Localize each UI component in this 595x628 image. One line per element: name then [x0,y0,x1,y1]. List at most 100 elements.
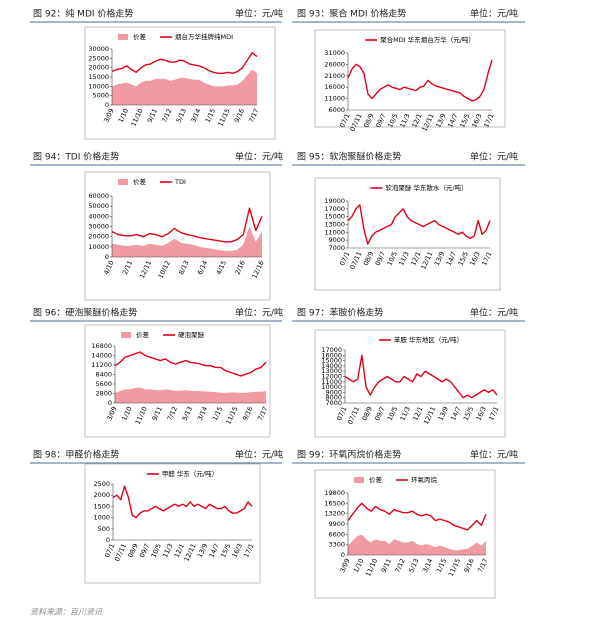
legend-swatch [121,332,131,338]
y-tick-label: 11000 [324,228,345,236]
y-tick-label: 0 [341,551,345,559]
y-tick-label: 500 [98,525,110,533]
chart-frame [314,469,496,599]
y-tick-label: 14000 [321,362,342,370]
y-tick-label: 10000 [321,383,342,391]
legend: 价差 TDI [118,177,186,186]
y-tick-label: 12000 [321,373,342,381]
y-tick-label: 13200 [324,510,345,518]
y-tick-label: 17000 [321,346,342,354]
y-tick-label: 15000 [88,73,109,81]
legend-label: 价差 [133,32,147,41]
legend-label: 价差 [369,475,383,484]
figure-title: 图 98：甲醛价格走势 [33,449,119,461]
y-tick-label: 26000 [324,60,345,68]
y-tick-label: 1000 [93,514,110,522]
legend: 价差 烟台万华挂牌纯MDI [118,32,233,41]
figure-title: 图 92：纯 MDI 价格走势 [33,8,133,20]
legend: 聚合MDI 华东烟台万华（元/吨） [365,35,475,44]
y-tick-label: 19000 [324,197,345,205]
legend: 价差 硬泡聚醚 [121,330,205,339]
chart-frame [84,463,261,584]
y-tick-label: 9000 [328,236,345,244]
y-tick-label: 9000 [325,388,342,396]
y-tick-label: 2500 [93,480,110,488]
unit-label: 单位：元/吨 [470,151,518,163]
price-line [347,204,491,245]
price-line [114,351,267,377]
y-tick-label: 9900 [328,520,345,528]
legend-label: 价差 [136,330,150,339]
unit-label: 单位：元/吨 [235,8,283,20]
y-tick-label: 11200 [91,361,112,369]
legend: 价差 环氧丙烷 [354,475,438,484]
y-tick-label: 16000 [321,351,342,359]
y-tick-label: 2000 [93,491,110,499]
y-tick-label: 15000 [321,357,342,365]
legend-swatch [118,34,128,40]
y-tick-label: 13000 [324,221,345,229]
y-tick-label: 16000 [324,83,345,91]
y-tick-label: 0 [108,399,112,407]
legend-label: 苯胺 华东地区（元/吨） [394,335,463,344]
y-tick-label: 19800 [324,489,345,497]
y-tick-label: 11000 [324,95,345,103]
unit-label: 单位：元/吨 [470,8,518,20]
chart-frame [314,177,501,291]
price-line [344,354,498,399]
legend-label: 软泡聚醚 华东散水（元/吨） [385,183,467,192]
y-tick-label: 13000 [321,367,342,375]
y-tick-label: 1500 [93,502,110,510]
price-line [111,52,258,74]
spread-area [112,69,257,105]
legend-swatch [354,477,364,483]
unit-label: 单位：元/吨 [470,449,518,461]
figure-title: 图 96：硬泡聚醚价格走势 [33,307,137,319]
legend-label: 甲醛 华东（元/吨） [162,469,218,478]
figure-title: 图 95：软泡聚醚价格走势 [297,151,401,163]
legend: 软泡聚醚 华东散水（元/吨） [370,183,468,192]
chart-frame [84,324,271,438]
figure-title: 图 93：聚合 MDI 价格走势 [297,8,406,20]
spread-area [348,534,486,555]
y-tick-label: 0 [105,253,109,261]
chart-frame [314,329,506,438]
legend-label: TDI [174,178,186,186]
unit-label: 单位：元/吨 [470,307,518,319]
y-tick-label: 3300 [328,541,345,549]
y-tick-label: 7000 [328,244,345,252]
y-tick-label: 60000 [88,192,109,200]
legend-swatch [118,179,128,185]
y-tick-label: 14000 [91,352,112,360]
legend: 甲醛 华东（元/吨） [146,469,218,478]
y-tick-label: 25000 [88,54,109,62]
y-tick-label: 8400 [95,371,112,379]
figure-title: 图 97：苯胺价格走势 [297,307,383,319]
unit-label: 单位：元/吨 [235,449,283,461]
figure-title: 图 94：TDI 价格走势 [33,151,119,163]
legend-label: 硬泡聚醚 [178,330,205,339]
legend-label: 聚合MDI 华东烟台万华（元/吨） [380,35,475,44]
y-tick-label: 31000 [324,49,345,57]
y-tick-label: 20000 [88,233,109,241]
source-note: 资料来源：百川资讯 [30,608,103,617]
y-tick-label: 16500 [324,499,345,507]
y-tick-label: 40000 [88,212,109,220]
y-tick-label: 7000 [325,399,342,407]
legend-label: 环氧丙烷 [411,475,438,484]
unit-label: 单位：元/吨 [235,151,283,163]
chart-frame [84,171,271,301]
y-tick-label: 50000 [88,202,109,210]
y-tick-label: 0 [106,536,110,544]
y-tick-label: 21000 [324,72,345,80]
y-tick-label: 5000 [92,92,109,100]
y-tick-label: 6600 [328,530,345,538]
chart-frame [314,29,506,128]
legend-label: 价差 [133,177,147,186]
price-line [347,502,487,531]
y-tick-label: 10000 [88,243,109,251]
y-tick-label: 11000 [321,378,342,386]
y-tick-label: 30000 [88,223,109,231]
spread-area [112,226,262,257]
